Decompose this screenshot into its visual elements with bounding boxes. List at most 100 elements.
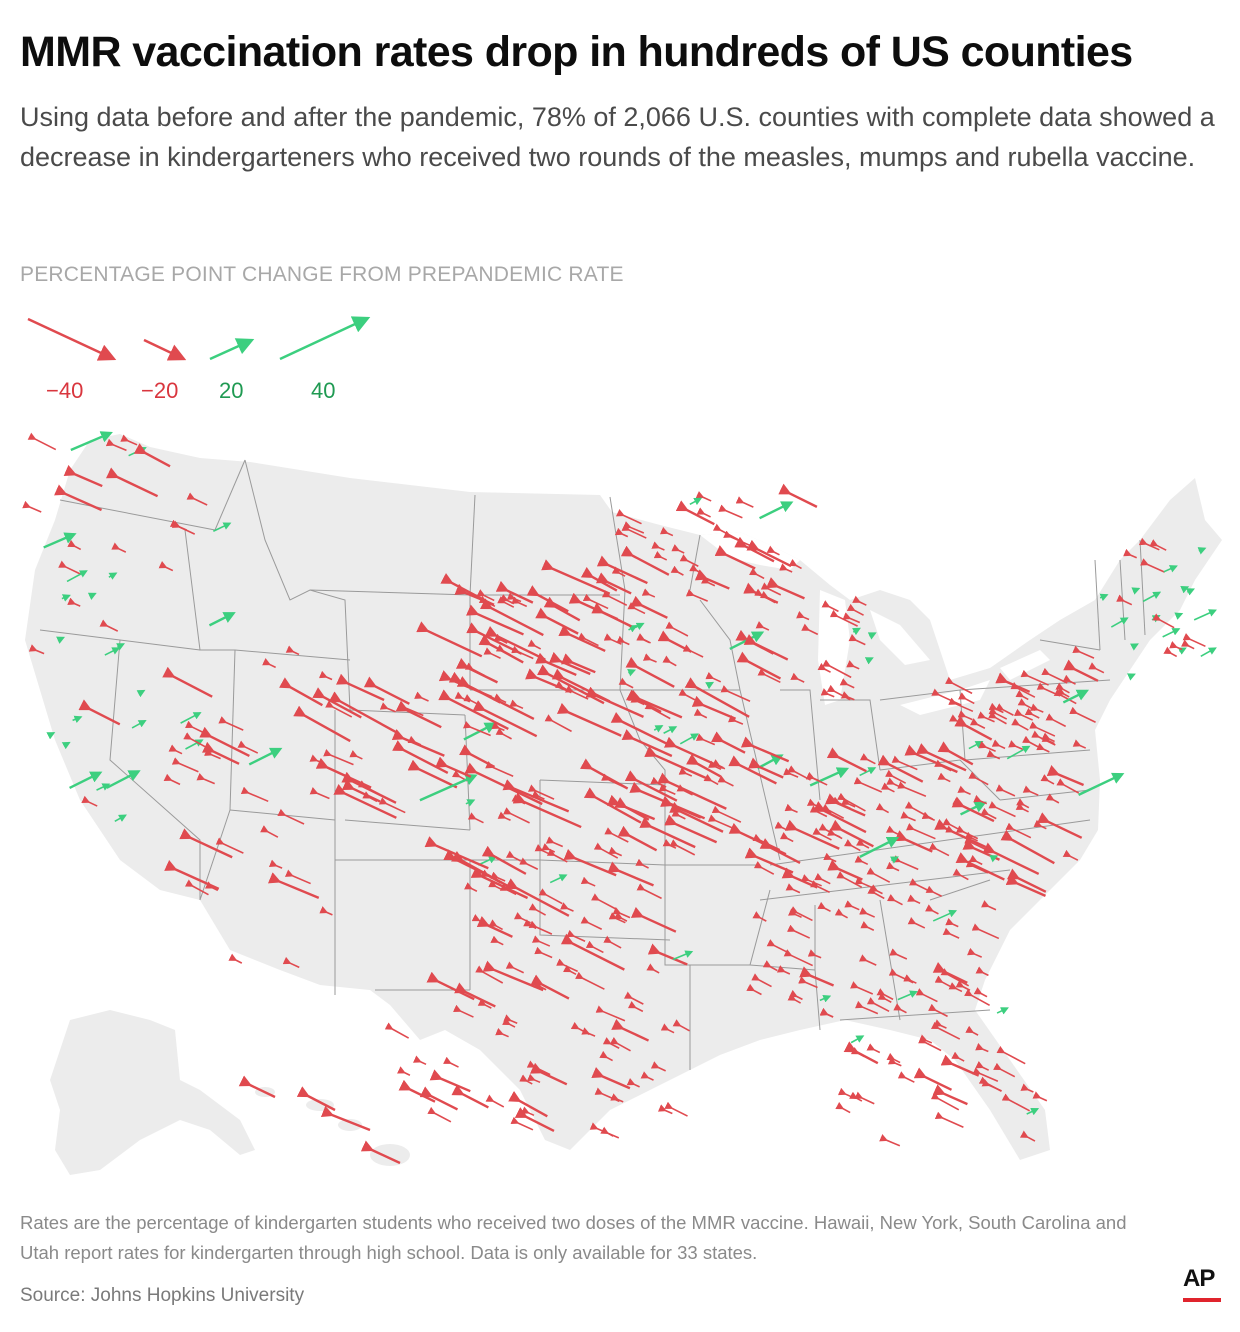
county-arrow bbox=[788, 558, 802, 570]
county-arrow bbox=[890, 856, 899, 864]
county-arrow bbox=[671, 544, 685, 554]
county-arrow bbox=[69, 771, 103, 790]
county-arrow bbox=[676, 784, 693, 796]
county-arrow bbox=[888, 968, 914, 984]
county-arrow bbox=[609, 1036, 631, 1052]
county-arrow bbox=[669, 801, 724, 833]
legend-arrow-plus-20 bbox=[209, 338, 255, 361]
county-arrow bbox=[614, 911, 628, 922]
county-arrow bbox=[759, 590, 776, 603]
county-arrow bbox=[657, 1104, 673, 1115]
county-arrow bbox=[779, 563, 793, 573]
county-arrow bbox=[1015, 802, 1029, 813]
county-arrow bbox=[893, 1003, 907, 1014]
county-arrow bbox=[881, 782, 895, 793]
county-arrow bbox=[1163, 646, 1178, 658]
county-arrow bbox=[678, 688, 701, 704]
county-arrow bbox=[384, 1022, 410, 1039]
county-arrow bbox=[967, 947, 982, 958]
county-arrow bbox=[965, 1025, 979, 1036]
county-arrow bbox=[886, 777, 900, 788]
county-arrow bbox=[933, 1019, 947, 1029]
county-arrow bbox=[497, 596, 515, 608]
county-arrow bbox=[1063, 659, 1099, 682]
county-arrow bbox=[746, 983, 762, 996]
county-arrow bbox=[392, 740, 449, 775]
county-arrow bbox=[662, 655, 677, 667]
county-arrow bbox=[105, 467, 159, 498]
county-arrow bbox=[822, 659, 852, 679]
county-arrow bbox=[591, 602, 632, 628]
county-arrow bbox=[957, 692, 975, 705]
county-arrow bbox=[820, 688, 835, 698]
county-arrow bbox=[465, 799, 476, 807]
county-arrow bbox=[512, 792, 582, 829]
county-arrow bbox=[988, 801, 1016, 818]
county-arrow bbox=[826, 747, 867, 773]
county-arrow bbox=[204, 748, 221, 760]
county-arrow bbox=[975, 1060, 990, 1071]
county-arrow bbox=[591, 1067, 631, 1090]
county-arrow bbox=[951, 796, 995, 823]
county-arrow bbox=[817, 662, 831, 673]
county-arrow bbox=[807, 949, 822, 959]
legend-arrow-minus-20 bbox=[143, 338, 187, 361]
county-arrow bbox=[519, 1074, 533, 1085]
county-arrow bbox=[854, 1091, 875, 1105]
county-arrow bbox=[1008, 740, 1023, 750]
county-arrow bbox=[548, 651, 591, 676]
county-arrow bbox=[467, 812, 484, 824]
county-arrow bbox=[787, 993, 802, 1004]
county-arrow bbox=[533, 980, 547, 991]
county-arrow bbox=[133, 443, 171, 468]
county-arrow bbox=[99, 619, 119, 632]
county-arrow bbox=[748, 757, 784, 779]
county-arrow bbox=[846, 660, 860, 670]
county-arrow bbox=[623, 991, 644, 1005]
county-arrow bbox=[817, 901, 831, 913]
county-arrow bbox=[1033, 819, 1047, 830]
county-arrow bbox=[621, 523, 647, 539]
county-arrow bbox=[897, 1071, 915, 1083]
county-arrow bbox=[357, 780, 380, 795]
county-arrow bbox=[696, 507, 711, 518]
county-arrow bbox=[1045, 793, 1060, 804]
county-arrow bbox=[483, 647, 501, 659]
county-arrow bbox=[580, 916, 603, 930]
county-arrow bbox=[543, 596, 581, 622]
county-arrow bbox=[1020, 669, 1049, 686]
county-arrow bbox=[755, 621, 770, 631]
county-arrow bbox=[106, 770, 141, 789]
ap-logo-bar bbox=[1183, 1298, 1221, 1302]
county-arrow bbox=[248, 747, 283, 766]
county-arrow bbox=[887, 1057, 902, 1067]
county-arrow bbox=[814, 872, 831, 885]
county-arrow bbox=[464, 662, 486, 677]
county-arrow bbox=[530, 974, 570, 1000]
county-arrow bbox=[752, 911, 767, 922]
county-arrow bbox=[995, 784, 1016, 797]
county-arrow bbox=[1041, 734, 1055, 745]
county-arrow bbox=[589, 1122, 620, 1139]
county-arrow bbox=[1011, 718, 1029, 731]
county-arrow bbox=[812, 827, 832, 841]
county-arrow bbox=[615, 509, 642, 525]
county-arrow bbox=[427, 1106, 452, 1123]
county-arrow bbox=[651, 541, 665, 551]
legend-label-minus-20: −20 bbox=[141, 378, 179, 403]
county-arrow bbox=[499, 594, 515, 605]
county-arrow bbox=[325, 700, 353, 718]
county-arrow bbox=[1142, 591, 1162, 603]
county-arrow bbox=[1131, 587, 1141, 595]
county-arrow bbox=[945, 676, 973, 695]
county-arrow bbox=[443, 849, 495, 880]
county-arrow bbox=[549, 874, 568, 884]
county-arrow bbox=[908, 878, 930, 892]
county-arrow bbox=[703, 773, 719, 786]
county-arrow bbox=[1180, 586, 1190, 594]
county-arrow bbox=[524, 668, 572, 694]
county-arrow bbox=[215, 837, 244, 854]
county-arrow bbox=[541, 559, 611, 595]
county-arrow bbox=[495, 1027, 509, 1038]
county-arrow bbox=[630, 906, 677, 933]
